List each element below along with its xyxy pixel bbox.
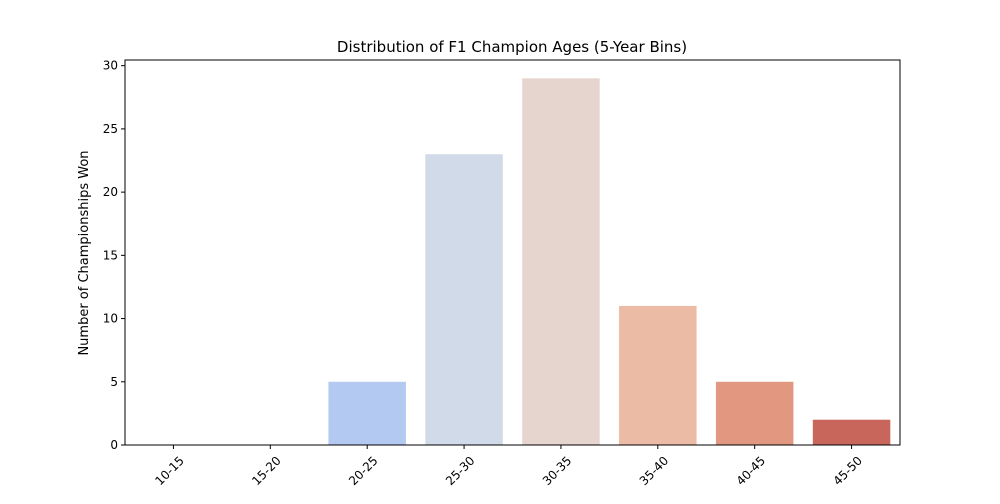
bar-25-30 (425, 154, 503, 445)
x-tick-label: 40-45 (734, 454, 769, 489)
chart-title: Distribution of F1 Champion Ages (5-Year… (337, 38, 687, 56)
bars-layer (328, 78, 891, 445)
x-tick-label: 25-30 (443, 454, 478, 489)
y-axis-label: Number of Championships Won (77, 150, 92, 355)
y-tick-label: 15 (103, 248, 118, 262)
y-tick-label: 20 (103, 185, 118, 199)
bar-45-50 (812, 419, 891, 445)
bar-20-25 (328, 381, 406, 445)
x-tick-label: 10-15 (152, 454, 187, 489)
x-tick-label: 35-40 (637, 454, 672, 489)
x-tick-label: 20-25 (346, 454, 381, 489)
bar-30-35 (522, 78, 600, 445)
x-tick-label: 30-35 (540, 454, 575, 489)
plot-frame (124, 59, 901, 446)
y-tick-label: 0 (110, 438, 118, 452)
y-tick-label: 25 (103, 122, 118, 136)
x-tick-label: 15-20 (249, 454, 284, 489)
x-ticks-layer: 10-15 15-20 20-25 25-30 30-35 35-40 40-45 45-50 (152, 445, 865, 488)
bar-35-40 (619, 305, 697, 445)
y-tick-label: 5 (110, 375, 118, 389)
y-tick-label: 30 (103, 59, 118, 73)
y-ticks-layer: 0 5 10 15 20 25 30 (103, 59, 125, 452)
bar-40-45 (715, 381, 794, 445)
y-tick-label: 10 (103, 312, 118, 326)
x-tick-label: 45-50 (830, 454, 865, 489)
